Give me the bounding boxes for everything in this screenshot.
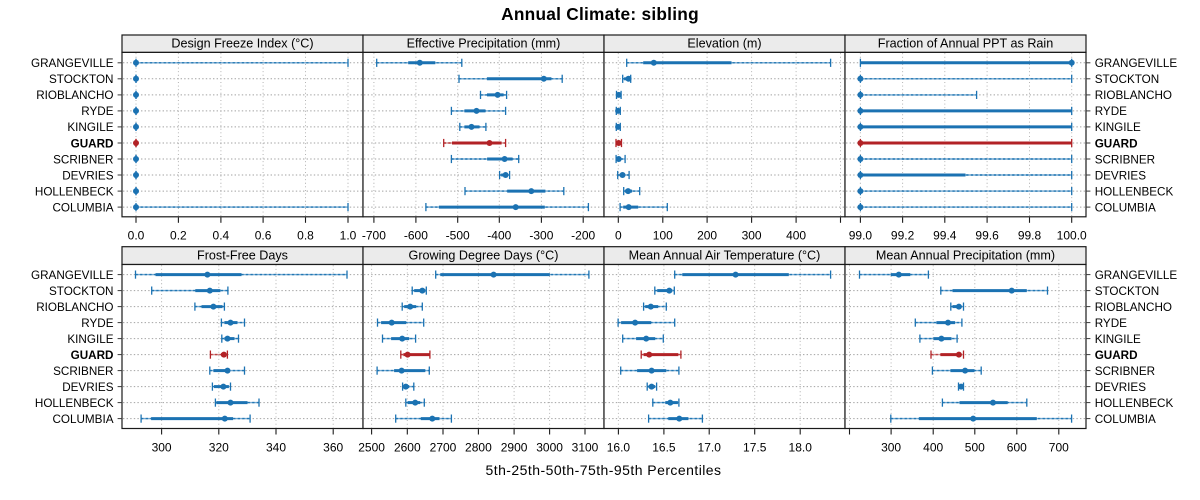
- svg-text:17.5: 17.5: [743, 441, 767, 455]
- svg-text:3100: 3100: [572, 441, 599, 455]
- svg-text:RIOBLANCHO: RIOBLANCHO: [1095, 89, 1172, 102]
- svg-text:GUARD: GUARD: [71, 349, 114, 362]
- svg-text:RIOBLANCHO: RIOBLANCHO: [1095, 301, 1172, 314]
- svg-text:16.5: 16.5: [652, 441, 676, 455]
- svg-text:99.4: 99.4: [933, 229, 957, 243]
- svg-text:GRANGEVILLE: GRANGEVILLE: [1095, 57, 1178, 70]
- svg-text:Frost-Free Days: Frost-Free Days: [197, 249, 288, 263]
- svg-text:1.0: 1.0: [340, 229, 357, 243]
- svg-text:HOLLENBECK: HOLLENBECK: [35, 397, 114, 410]
- svg-text:Growing Degree Days (°C): Growing Degree Days (°C): [409, 249, 559, 263]
- svg-text:KINGILE: KINGILE: [1095, 121, 1141, 134]
- svg-text:RYDE: RYDE: [1095, 317, 1127, 330]
- svg-text:2500: 2500: [358, 441, 385, 455]
- svg-text:HOLLENBECK: HOLLENBECK: [1095, 185, 1174, 198]
- svg-text:600: 600: [1007, 441, 1027, 455]
- svg-text:GRANGEVILLE: GRANGEVILLE: [31, 57, 114, 70]
- svg-text:200: 200: [697, 229, 717, 243]
- svg-text:STOCKTON: STOCKTON: [1095, 73, 1160, 86]
- svg-text:400: 400: [923, 441, 943, 455]
- svg-text:320: 320: [209, 441, 229, 455]
- svg-text:-200: -200: [571, 229, 595, 243]
- svg-text:99.0: 99.0: [849, 229, 873, 243]
- svg-text:STOCKTON: STOCKTON: [49, 285, 114, 298]
- svg-text:RIOBLANCHO: RIOBLANCHO: [36, 89, 113, 102]
- svg-text:KINGILE: KINGILE: [1095, 333, 1141, 346]
- svg-text:KINGILE: KINGILE: [67, 333, 113, 346]
- svg-text:700: 700: [1049, 441, 1069, 455]
- svg-text:5th-25th-50th-75th-95th Percen: 5th-25th-50th-75th-95th Percentiles: [486, 462, 722, 478]
- svg-text:0.8: 0.8: [297, 229, 314, 243]
- svg-text:HOLLENBECK: HOLLENBECK: [1095, 397, 1174, 410]
- svg-text:Effective Precipitation (mm): Effective Precipitation (mm): [407, 37, 561, 51]
- svg-text:100.0: 100.0: [1057, 229, 1087, 243]
- svg-text:500: 500: [965, 441, 985, 455]
- svg-text:COLUMBIA: COLUMBIA: [1095, 201, 1156, 214]
- svg-text:RYDE: RYDE: [1095, 105, 1127, 118]
- svg-text:DEVRIES: DEVRIES: [62, 381, 114, 394]
- svg-text:SCRIBNER: SCRIBNER: [53, 153, 113, 166]
- svg-text:400: 400: [786, 229, 806, 243]
- svg-text:Design Freeze Index (°C): Design Freeze Index (°C): [171, 37, 313, 51]
- svg-text:2900: 2900: [501, 441, 528, 455]
- svg-text:Mean Annual Precipitation (mm): Mean Annual Precipitation (mm): [876, 249, 1055, 263]
- svg-text:17.0: 17.0: [698, 441, 722, 455]
- svg-text:99.2: 99.2: [891, 229, 915, 243]
- svg-text:300: 300: [881, 441, 901, 455]
- svg-text:300: 300: [152, 441, 172, 455]
- svg-text:-500: -500: [446, 229, 470, 243]
- svg-text:0: 0: [615, 229, 622, 243]
- svg-text:COLUMBIA: COLUMBIA: [52, 413, 113, 426]
- svg-text:HOLLENBECK: HOLLENBECK: [35, 185, 114, 198]
- svg-text:Fraction of Annual PPT as Rain: Fraction of Annual PPT as Rain: [878, 37, 1053, 51]
- svg-text:GRANGEVILLE: GRANGEVILLE: [1095, 269, 1178, 282]
- svg-text:340: 340: [266, 441, 286, 455]
- svg-text:DEVRIES: DEVRIES: [1095, 381, 1147, 394]
- svg-text:Mean Annual Air Temperature (°: Mean Annual Air Temperature (°C): [629, 249, 821, 263]
- svg-text:DEVRIES: DEVRIES: [62, 169, 114, 182]
- svg-text:18.0: 18.0: [789, 441, 813, 455]
- svg-text:COLUMBIA: COLUMBIA: [52, 201, 113, 214]
- svg-text:GUARD: GUARD: [1095, 137, 1138, 150]
- svg-text:GUARD: GUARD: [1095, 349, 1138, 362]
- svg-text:360: 360: [323, 441, 343, 455]
- svg-text:0.2: 0.2: [170, 229, 187, 243]
- svg-text:DEVRIES: DEVRIES: [1095, 169, 1147, 182]
- svg-text:300: 300: [742, 229, 762, 243]
- svg-text:100: 100: [653, 229, 673, 243]
- svg-text:3000: 3000: [536, 441, 563, 455]
- svg-text:GUARD: GUARD: [71, 137, 114, 150]
- svg-text:0.0: 0.0: [128, 229, 145, 243]
- svg-text:2700: 2700: [430, 441, 457, 455]
- svg-text:SCRIBNER: SCRIBNER: [1095, 365, 1155, 378]
- svg-text:Elevation (m): Elevation (m): [687, 37, 761, 51]
- svg-text:-400: -400: [487, 229, 511, 243]
- svg-text:Annual Climate: sibling: Annual Climate: sibling: [501, 4, 699, 24]
- svg-text:0.4: 0.4: [213, 229, 230, 243]
- svg-text:-300: -300: [529, 229, 553, 243]
- svg-text:KINGILE: KINGILE: [67, 121, 113, 134]
- svg-text:STOCKTON: STOCKTON: [1095, 285, 1160, 298]
- svg-text:2800: 2800: [465, 441, 492, 455]
- svg-text:COLUMBIA: COLUMBIA: [1095, 413, 1156, 426]
- svg-text:SCRIBNER: SCRIBNER: [53, 365, 113, 378]
- svg-text:0.6: 0.6: [255, 229, 272, 243]
- svg-text:STOCKTON: STOCKTON: [49, 73, 114, 86]
- svg-text:99.6: 99.6: [975, 229, 999, 243]
- svg-text:SCRIBNER: SCRIBNER: [1095, 153, 1155, 166]
- svg-text:99.8: 99.8: [1018, 229, 1042, 243]
- svg-text:RYDE: RYDE: [81, 105, 113, 118]
- svg-text:2600: 2600: [394, 441, 421, 455]
- svg-text:-700: -700: [362, 229, 386, 243]
- svg-text:RIOBLANCHO: RIOBLANCHO: [36, 301, 113, 314]
- svg-text:GRANGEVILLE: GRANGEVILLE: [31, 269, 114, 282]
- svg-text:RYDE: RYDE: [81, 317, 113, 330]
- svg-text:16.0: 16.0: [607, 441, 631, 455]
- svg-text:-600: -600: [404, 229, 428, 243]
